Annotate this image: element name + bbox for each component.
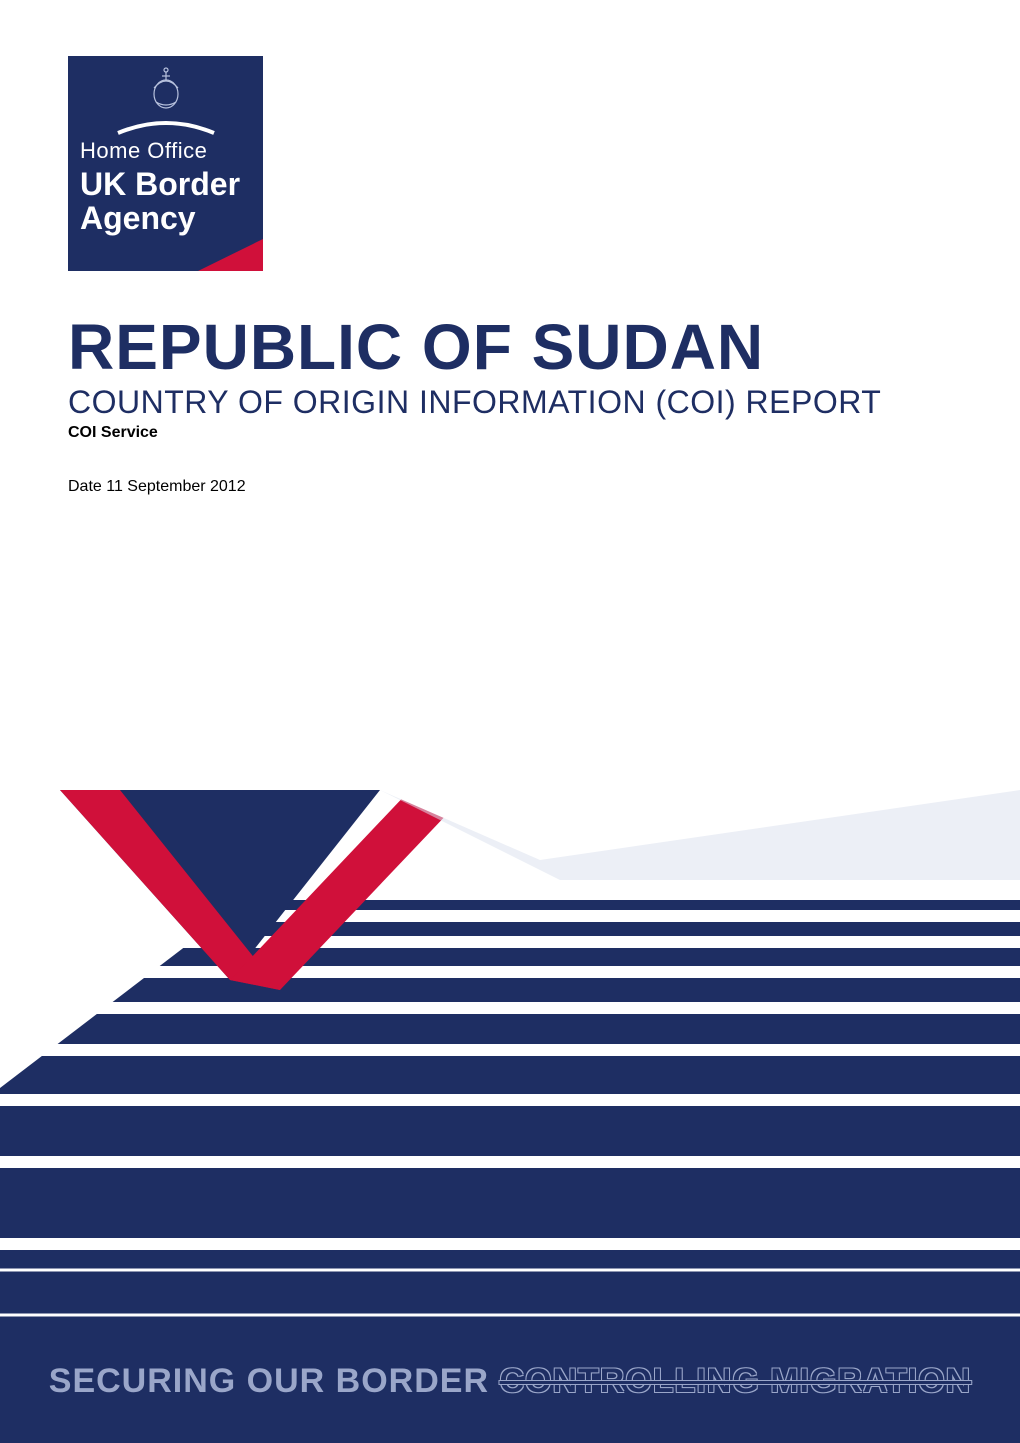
document-title: REPUBLIC OF SUDAN [68, 310, 764, 384]
tagline-part1: SECURING OUR BORDER [49, 1362, 500, 1400]
arc-icon [116, 119, 216, 135]
document-subtitle: COUNTRY OF ORIGIN INFORMATION (COI) REPO… [68, 384, 881, 421]
logo-agency-line1: UK Border [80, 166, 240, 202]
tagline: SECURING OUR BORDER CONTROLLING MIGRATIO… [0, 1362, 1020, 1401]
logo-agency-line2: Agency [80, 200, 196, 236]
crown-icon [146, 66, 186, 111]
document-date: Date 11 September 2012 [68, 478, 246, 496]
logo-home-office-text: Home Office [80, 138, 207, 164]
logo-red-triangle [198, 239, 263, 271]
tagline-part2: CONTROLLING MIGRATION [499, 1362, 971, 1400]
logo-block: Home Office UK Border Agency [68, 56, 263, 271]
logo-agency-text: UK Border Agency [80, 168, 240, 235]
coi-service-label: COI Service [68, 424, 158, 442]
footer-graphic [0, 790, 1020, 1443]
